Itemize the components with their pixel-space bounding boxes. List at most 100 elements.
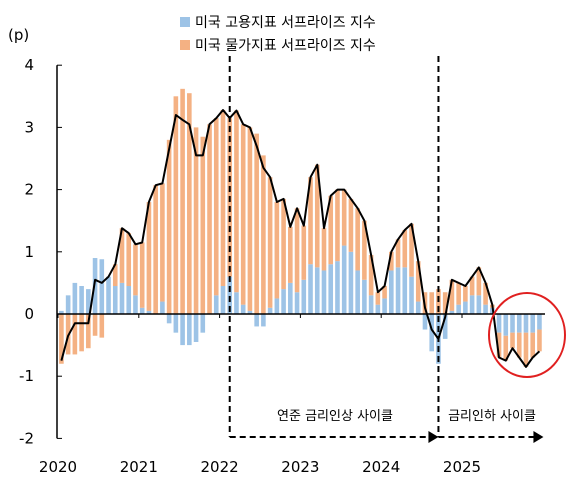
bar-employment-2023-11 bbox=[368, 295, 374, 314]
bar-price-2023-06 bbox=[335, 189, 340, 262]
bar-price-2023-07 bbox=[341, 189, 347, 246]
bar-price-2022-10 bbox=[281, 198, 286, 290]
bar-employment-2025-07 bbox=[503, 314, 509, 336]
bar-price-2022-07 bbox=[261, 155, 266, 314]
bar-employment-2020-01 bbox=[59, 310, 64, 314]
bar-employment-2024-01 bbox=[382, 298, 387, 314]
bar-price-2025-12 bbox=[537, 329, 542, 352]
bar-employment-2023-09 bbox=[355, 270, 360, 314]
bar-employment-2022-12 bbox=[294, 292, 300, 314]
bar-price-2023-10 bbox=[362, 220, 367, 280]
bar-price-2025-04 bbox=[483, 282, 488, 305]
x-tick-label: 2022 bbox=[201, 458, 239, 476]
bar-price-2020-09 bbox=[112, 264, 118, 287]
bar-price-2022-06 bbox=[254, 133, 259, 314]
bar-price-2021-07 bbox=[180, 88, 185, 314]
bar-price-2020-11 bbox=[126, 233, 132, 287]
bar-price-2024-10 bbox=[442, 292, 448, 314]
bar-price-2021-09 bbox=[193, 127, 199, 315]
bar-price-2021-01 bbox=[139, 242, 145, 308]
cycle-arrowhead-0 bbox=[428, 431, 439, 443]
bar-employment-2025-06 bbox=[496, 314, 502, 333]
bar-employment-2024-05 bbox=[409, 276, 414, 314]
bar-price-2022-05 bbox=[247, 127, 253, 311]
bar-price-2023-01 bbox=[301, 225, 307, 280]
bar-price-2020-10 bbox=[119, 228, 125, 283]
y-tick-label: -1 bbox=[19, 367, 34, 385]
bar-price-2025-07 bbox=[503, 335, 509, 361]
y-tick-label: 1 bbox=[24, 243, 34, 261]
legend-swatch-employment bbox=[180, 17, 190, 27]
bar-employment-2024-12 bbox=[456, 304, 461, 314]
bar-price-2020-05 bbox=[86, 314, 91, 349]
bar-employment-2024-07 bbox=[422, 314, 428, 330]
bar-employment-2024-04 bbox=[402, 267, 408, 314]
bar-employment-2023-10 bbox=[362, 279, 367, 314]
bar-employment-2023-03 bbox=[314, 267, 320, 314]
bar-employment-2022-11 bbox=[288, 282, 293, 314]
reference-lines bbox=[228, 56, 544, 443]
bar-employment-2025-08 bbox=[510, 314, 515, 333]
bar-employment-2020-08 bbox=[106, 276, 111, 314]
bar-price-2020-07 bbox=[99, 314, 105, 338]
y-unit-label: (p) bbox=[8, 26, 29, 44]
bar-price-2025-11 bbox=[530, 332, 536, 358]
bar-employment-2022-03 bbox=[234, 292, 239, 314]
bar-employment-2020-05 bbox=[86, 289, 91, 314]
x-tick-label: 2024 bbox=[362, 458, 400, 476]
bar-price-2024-02 bbox=[389, 251, 394, 271]
bar-employment-2023-02 bbox=[308, 264, 313, 314]
bar-price-2021-02 bbox=[146, 202, 152, 311]
bar-employment-2020-04 bbox=[79, 286, 84, 314]
bar-employment-2022-01 bbox=[220, 286, 226, 314]
bar-price-2025-03 bbox=[476, 267, 482, 296]
y-tick-label: 4 bbox=[24, 56, 34, 74]
bar-employment-2021-09 bbox=[193, 314, 199, 342]
bar-price-2020-03 bbox=[72, 314, 78, 355]
total-line bbox=[60, 109, 541, 368]
bar-price-2021-03 bbox=[153, 185, 158, 314]
annotation-cut-cycle: 금리인하 사이클 bbox=[448, 409, 536, 424]
bar-price-2024-06 bbox=[415, 261, 421, 302]
bar-employment-2023-08 bbox=[348, 251, 354, 314]
bar-employment-2021-04 bbox=[160, 301, 165, 314]
annotation-hike-cycle: 연준 금리인상 사이클 bbox=[277, 409, 393, 424]
bar-employment-2020-03 bbox=[72, 282, 78, 314]
bar-price-2024-08 bbox=[429, 292, 435, 314]
bar-employment-2023-07 bbox=[341, 245, 347, 314]
bar-employment-2022-02 bbox=[227, 276, 233, 314]
x-tick-label: 2025 bbox=[443, 458, 481, 476]
bar-price-2023-05 bbox=[328, 195, 334, 265]
y-tick-label: 0 bbox=[24, 305, 34, 323]
bar-price-2022-01 bbox=[220, 109, 226, 287]
bar-employment-2024-02 bbox=[389, 270, 394, 314]
bar-employment-2021-08 bbox=[187, 314, 192, 346]
bar-price-2025-10 bbox=[523, 332, 529, 367]
legend-label-price: 미국 물가지표 서프라이즈 지수 bbox=[195, 38, 376, 54]
axes: -2 -1 0 1 2 3 4 2020 2021 2022 2023 2024 2025 bbox=[19, 56, 545, 476]
bar-employment-2024-11 bbox=[449, 310, 455, 314]
series-lines bbox=[60, 109, 541, 368]
bar-employment-2020-10 bbox=[119, 282, 125, 314]
bar-employment-2025-12 bbox=[537, 314, 542, 330]
bar-employment-2021-07 bbox=[180, 314, 185, 346]
bar-price-2022-12 bbox=[294, 208, 300, 293]
bar-price-2024-01 bbox=[382, 286, 387, 299]
bar-employment-2024-10 bbox=[442, 314, 448, 339]
bar-employment-2022-08 bbox=[267, 307, 273, 314]
bar-employment-2022-05 bbox=[247, 310, 253, 314]
y-tick-label: 3 bbox=[24, 118, 34, 136]
legend-item-price: 미국 물가지표 서프라이즈 지수 bbox=[180, 38, 376, 54]
bar-employment-2020-07 bbox=[99, 259, 105, 314]
x-tick-label: 2020 bbox=[39, 458, 77, 476]
y-tick-label: 2 bbox=[24, 181, 34, 199]
bar-employment-2022-07 bbox=[261, 314, 266, 327]
bar-employment-2022-09 bbox=[274, 298, 280, 314]
bar-employment-2021-10 bbox=[200, 314, 206, 333]
bar-employment-2024-03 bbox=[395, 267, 401, 314]
bar-employment-2020-11 bbox=[126, 286, 132, 314]
bar-price-2024-12 bbox=[456, 282, 461, 305]
bars bbox=[59, 88, 542, 367]
bar-price-2021-06 bbox=[173, 96, 179, 314]
